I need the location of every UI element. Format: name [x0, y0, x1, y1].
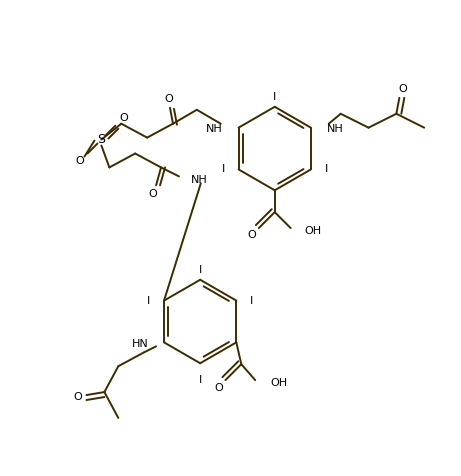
- Text: O: O: [214, 383, 223, 393]
- Text: O: O: [149, 189, 158, 199]
- Text: I: I: [199, 265, 202, 275]
- Text: NH: NH: [191, 175, 207, 185]
- Text: O: O: [75, 157, 84, 167]
- Text: O: O: [165, 94, 173, 104]
- Text: O: O: [248, 230, 256, 240]
- Text: O: O: [398, 84, 407, 94]
- Text: NH: NH: [327, 124, 343, 134]
- Text: O: O: [119, 113, 128, 123]
- Text: I: I: [273, 92, 276, 102]
- Text: I: I: [199, 375, 202, 385]
- Text: S: S: [97, 133, 106, 146]
- Text: I: I: [147, 296, 150, 306]
- Text: NH: NH: [206, 124, 223, 134]
- Text: OH: OH: [270, 378, 287, 388]
- Text: I: I: [325, 164, 328, 174]
- Text: OH: OH: [305, 226, 322, 236]
- Text: I: I: [221, 164, 225, 174]
- Text: I: I: [250, 296, 254, 306]
- Text: O: O: [73, 392, 82, 402]
- Text: HN: HN: [131, 339, 148, 349]
